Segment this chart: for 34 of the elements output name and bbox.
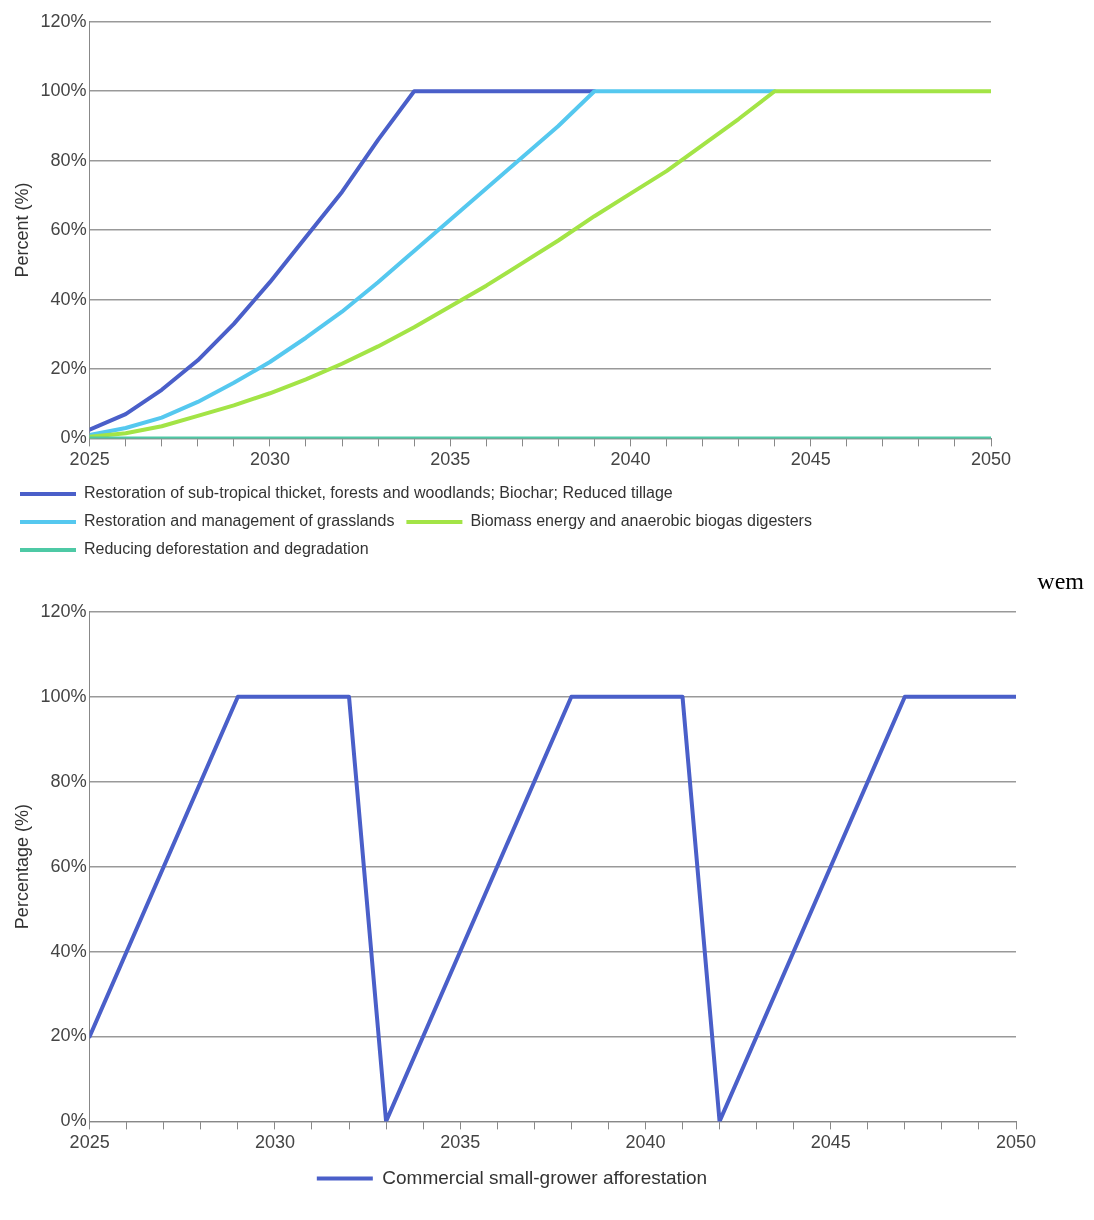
y-axis-title: Percent (%) bbox=[11, 182, 32, 278]
x-tick-label: 2035 bbox=[430, 449, 471, 470]
x-tick-label: 2030 bbox=[254, 1132, 295, 1153]
y-tick-label: 60% bbox=[50, 219, 87, 240]
x-tick-label: 2025 bbox=[69, 449, 110, 470]
x-tick-label: 2045 bbox=[810, 1132, 851, 1153]
legend-label: Restoration and management of grasslands bbox=[84, 512, 395, 530]
y-tick-label: 120% bbox=[40, 10, 87, 31]
x-tick-label: 2040 bbox=[625, 1132, 666, 1153]
x-tick-label: 2050 bbox=[995, 1132, 1037, 1153]
y-axis-title: Percentage (%) bbox=[11, 804, 32, 930]
x-tick-label: 2045 bbox=[790, 449, 831, 470]
x-tick-label: 2025 bbox=[69, 1132, 110, 1153]
y-tick-label: 60% bbox=[50, 855, 87, 876]
text: wem bbox=[1036, 568, 1085, 596]
legend-label: Reducing deforestation and degradation bbox=[84, 540, 369, 558]
y-tick-label: 80% bbox=[50, 770, 87, 791]
x-tick-label: 2040 bbox=[610, 449, 651, 470]
y-tick-label: 40% bbox=[50, 940, 87, 961]
x-tick-label: 2035 bbox=[440, 1132, 481, 1153]
y-tick-label: 100% bbox=[40, 685, 87, 706]
y-tick-label: 120% bbox=[40, 600, 87, 621]
y-tick-label: 20% bbox=[50, 357, 87, 378]
y-tick-label: 80% bbox=[50, 149, 87, 170]
y-tick-label: 0% bbox=[60, 1110, 87, 1131]
y-tick-label: 20% bbox=[50, 1025, 87, 1046]
legend-label: Commercial small-grower afforestation bbox=[382, 1166, 708, 1188]
legend-label: Biomass energy and anaerobic biogas digesters bbox=[470, 512, 812, 530]
x-tick-label: 2050 bbox=[970, 449, 1012, 470]
y-tick-label: 0% bbox=[60, 427, 87, 448]
y-tick-label: 100% bbox=[40, 80, 87, 101]
x-tick-label: 2030 bbox=[249, 449, 290, 470]
y-tick-label: 40% bbox=[50, 288, 87, 309]
legend-label: Restoration of sub-tropical thicket, forests and woodlands; Biochar; Reduced tillage bbox=[84, 484, 673, 502]
